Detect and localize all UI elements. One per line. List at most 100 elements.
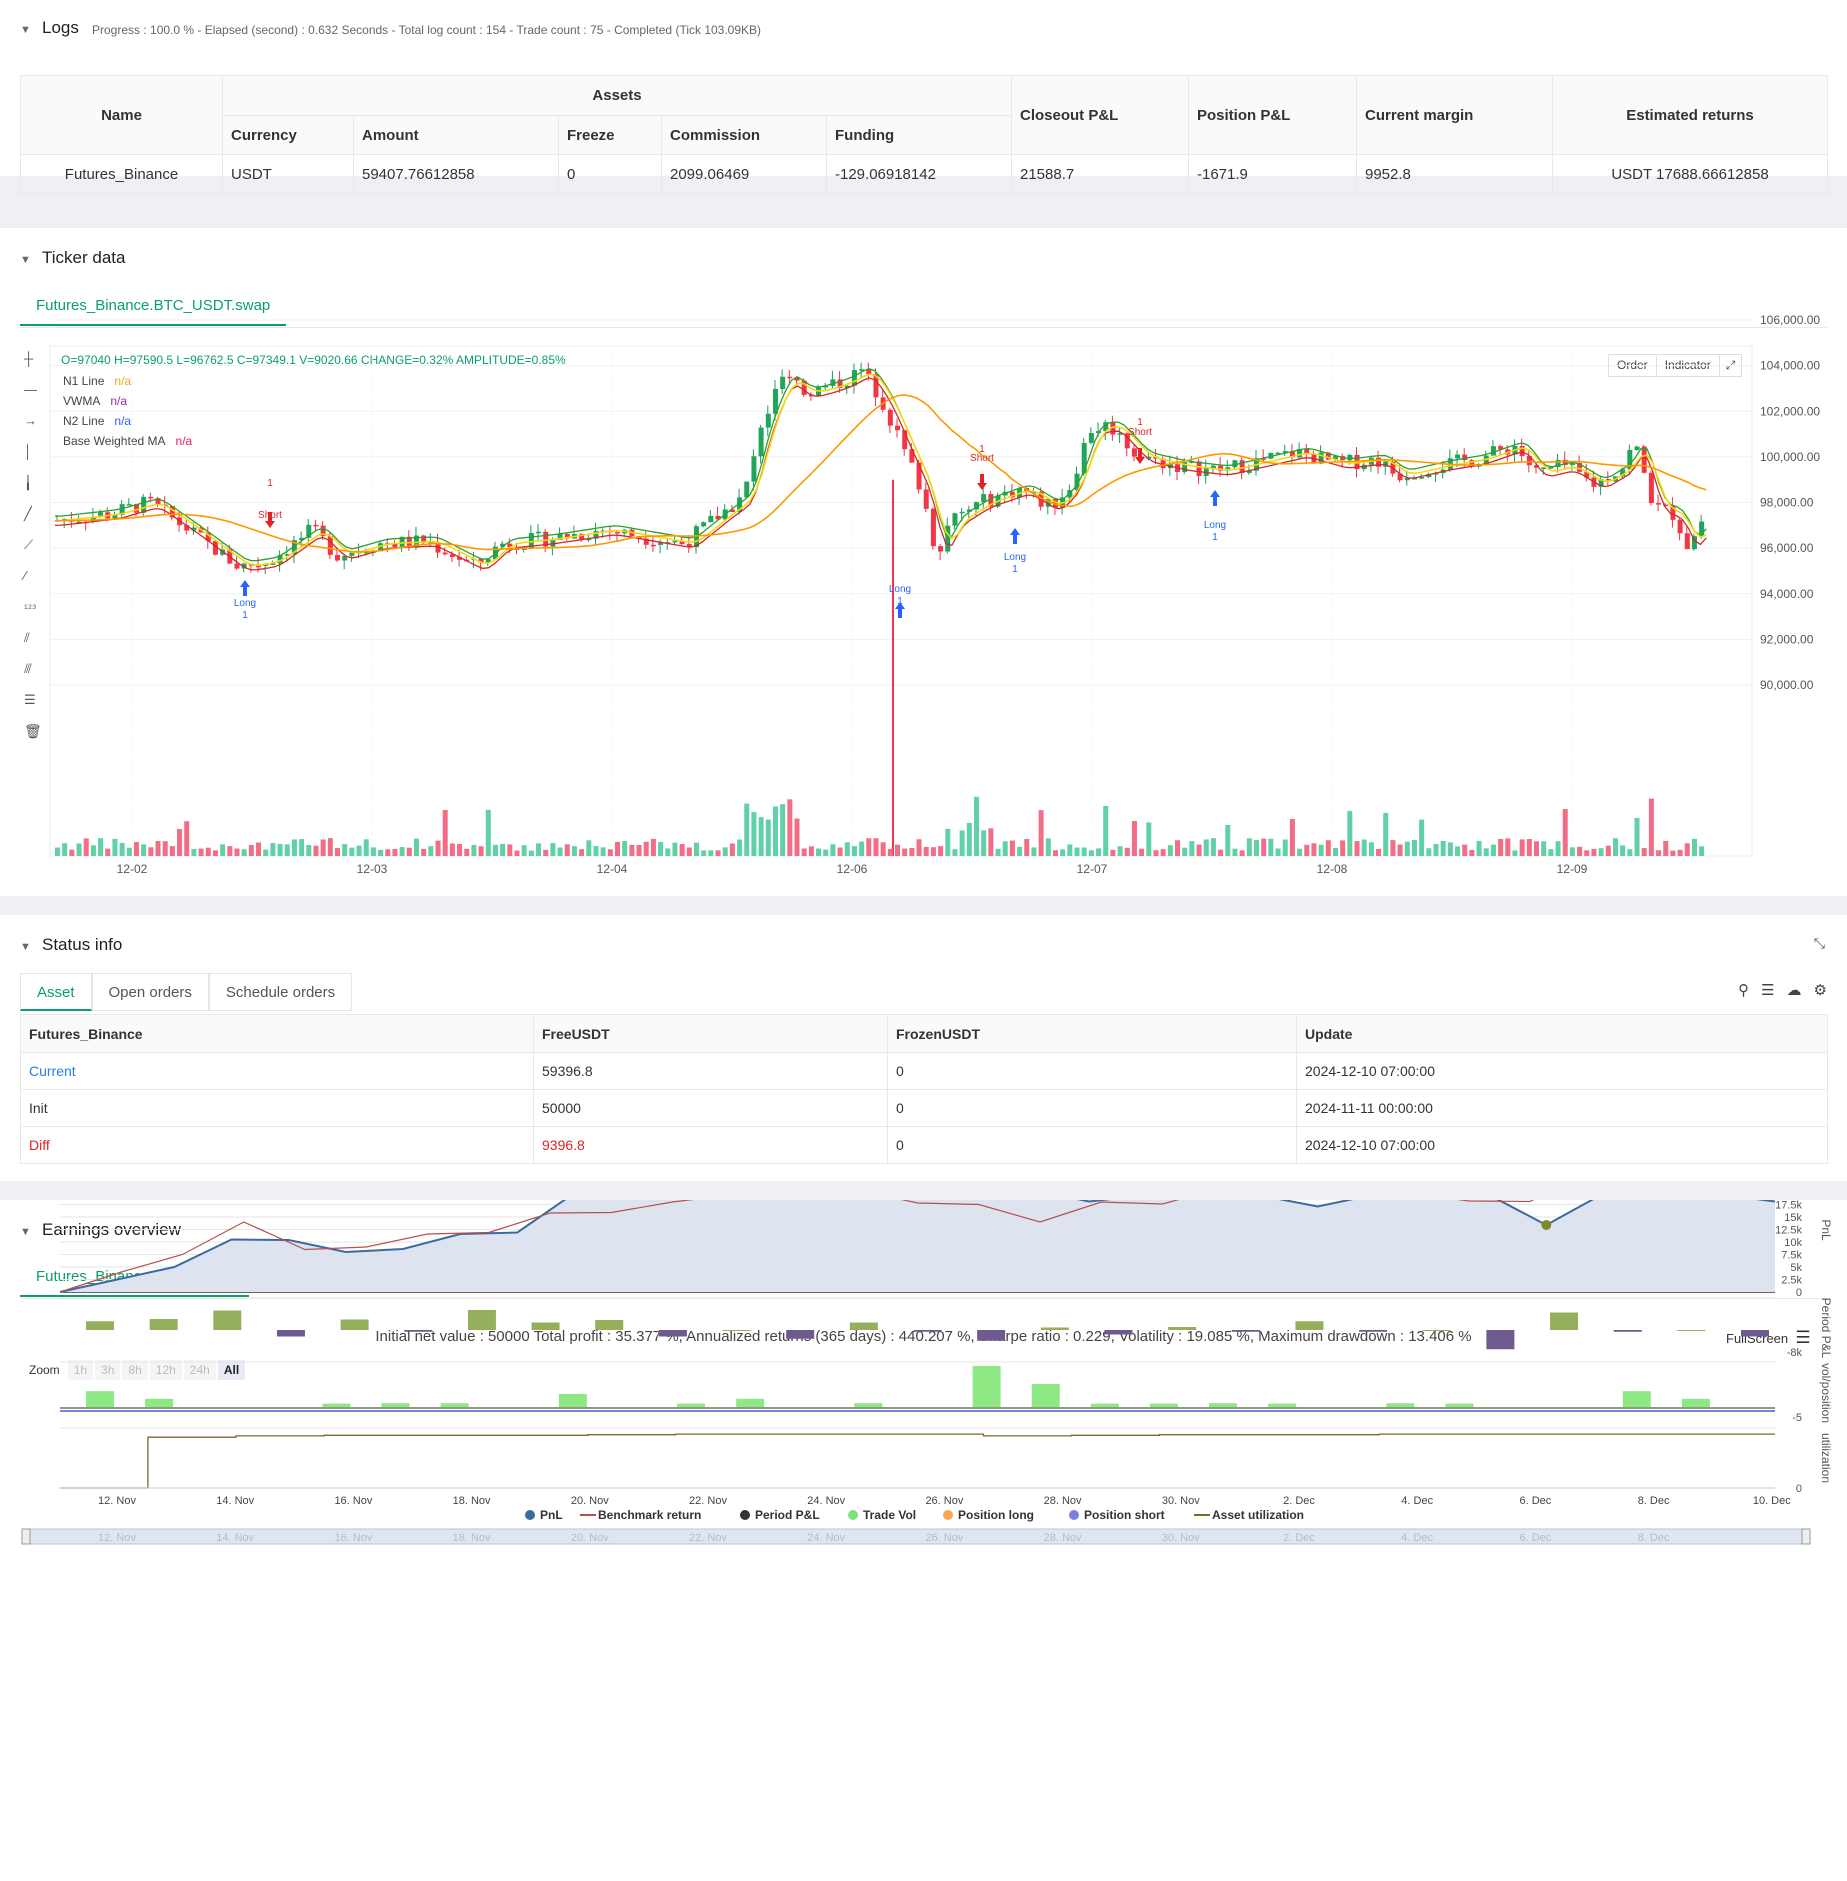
segment-icon[interactable]: ⁄ xyxy=(24,568,27,583)
earnings-date-tick: 14. Nov xyxy=(216,1495,254,1507)
row-init-update: 2024-11-11 00:00:00 xyxy=(1296,1089,1828,1127)
trash-icon[interactable]: 🗑 xyxy=(24,723,42,739)
col-currency: Currency xyxy=(222,115,354,155)
volume-bar xyxy=(536,843,542,856)
volume-bar xyxy=(586,840,592,856)
volume-bar xyxy=(1232,848,1238,856)
legend-label[interactable]: Trade Vol xyxy=(863,1508,916,1522)
expand-icon[interactable]: ⤢ xyxy=(1719,354,1743,377)
row-diff-update: 2024-12-10 07:00:00 xyxy=(1296,1126,1828,1164)
search-icon[interactable]: ⚲ xyxy=(1738,982,1750,999)
horizontal-line-icon[interactable]: — xyxy=(24,382,37,397)
ray-line-icon[interactable]: ⟋ xyxy=(24,537,34,552)
ticker-tab[interactable]: Futures_Binance.BTC_USDT.swap xyxy=(20,286,287,326)
candle-body xyxy=(693,526,699,548)
volume-bar xyxy=(1598,848,1604,856)
candle-body xyxy=(1419,477,1425,479)
vertical-line-icon[interactable]: │ xyxy=(24,444,33,459)
logs-header[interactable]: ▼ Logs xyxy=(20,18,79,38)
volume-bar xyxy=(1476,840,1482,856)
status-header[interactable]: ▼ Status info xyxy=(20,935,122,955)
volume-bar xyxy=(327,838,333,856)
tab-open-orders[interactable]: Open orders xyxy=(91,973,209,1011)
fib-lines-icon[interactable]: ⫻ xyxy=(24,661,32,676)
price-line-icon[interactable]: ₁₂₃ xyxy=(24,599,37,611)
parallel-lines-icon[interactable]: ⫽ xyxy=(24,630,30,645)
order-button[interactable]: Order xyxy=(1608,354,1657,377)
fib-retracement-icon[interactable]: ☰ xyxy=(24,692,36,707)
legend-marker xyxy=(848,1510,858,1520)
candle-body xyxy=(90,516,96,522)
ticker-header[interactable]: ▼ Ticker data xyxy=(20,248,125,268)
candle-body xyxy=(349,552,355,556)
navigator-left-handle[interactable] xyxy=(21,1528,31,1545)
candle-body xyxy=(643,538,649,545)
legend-n2[interactable]: N2 Line n/a xyxy=(63,414,132,428)
candle-body xyxy=(823,385,829,388)
navigator-date-tick: 4. Dec xyxy=(1401,1532,1433,1544)
kline-chart[interactable]: 106,000.00 104,000.00 102,000.00 100,000.00… xyxy=(0,228,1847,896)
assets-table: Name Assets Closeout P&L Position P&L Cu… xyxy=(20,75,1828,194)
legend-label[interactable]: Position long xyxy=(958,1508,1034,1522)
volume-bar xyxy=(212,850,218,856)
navigator-date-tick: 6. Dec xyxy=(1520,1532,1552,1544)
legend-label[interactable]: Asset utilization xyxy=(1212,1508,1304,1522)
volume-bar xyxy=(1045,838,1051,856)
candle-body xyxy=(708,515,714,523)
trade-vol-bar xyxy=(972,1366,1001,1408)
legend-label[interactable]: PnL xyxy=(540,1508,563,1522)
legend-n1[interactable]: N1 Line n/a xyxy=(63,374,132,388)
volume-bar xyxy=(1110,849,1116,856)
volume-bar xyxy=(650,838,656,856)
candle-body xyxy=(1612,476,1618,482)
volume-bar xyxy=(1670,850,1676,856)
candle-body xyxy=(1691,536,1697,550)
crosshair-icon[interactable]: ┼ xyxy=(24,351,34,366)
settings-icon[interactable]: ⚙ xyxy=(1813,982,1827,999)
candle-body xyxy=(1304,448,1310,455)
col-position: Position P&L xyxy=(1188,75,1357,155)
tab-asset[interactable]: Asset xyxy=(20,973,92,1011)
col-margin: Current margin xyxy=(1356,75,1553,155)
util-axis-title: utilization xyxy=(1819,1433,1833,1483)
indicator-button[interactable]: Indicator xyxy=(1656,354,1720,377)
table-row: Current 59396.8 0 2024-12-10 07:00:00 xyxy=(20,1052,1828,1090)
zoom-8h[interactable]: 8h xyxy=(122,1360,148,1380)
chart-controls: Order Indicator ⤢ xyxy=(1608,354,1743,377)
vertical-segment-icon[interactable]: ╽ xyxy=(24,475,32,490)
horizontal-ray-icon[interactable]: → xyxy=(24,413,37,428)
legend-base-wma[interactable]: Base Weighted MA n/a xyxy=(63,434,193,448)
cell-margin: 9952.8 xyxy=(1356,154,1553,194)
candle-body xyxy=(1332,456,1338,460)
candle-body xyxy=(1225,467,1231,471)
zoom-24h[interactable]: 24h xyxy=(183,1360,216,1380)
row-current-name[interactable]: Current xyxy=(20,1052,534,1090)
trend-line-icon[interactable]: ╱ xyxy=(24,506,32,521)
legend-label[interactable]: Position short xyxy=(1084,1508,1165,1522)
volume-bar xyxy=(1562,809,1568,856)
list-icon[interactable]: ☰ xyxy=(1761,982,1775,999)
volume-bar xyxy=(1139,848,1145,856)
collapse-icon[interactable]: ⤡ xyxy=(1813,935,1825,951)
cloud-download-icon[interactable]: ☁ xyxy=(1786,982,1802,999)
zoom-3h[interactable]: 3h xyxy=(95,1360,121,1380)
legend-label[interactable]: Period P&L xyxy=(755,1508,820,1522)
tab-schedule-orders[interactable]: Schedule orders xyxy=(208,973,353,1011)
zoom-12h[interactable]: 12h xyxy=(149,1360,182,1380)
legend-vwma[interactable]: VWMA n/a xyxy=(63,394,128,408)
row-diff-free: 9396.8 xyxy=(533,1126,888,1164)
volume-bar xyxy=(1426,848,1432,856)
legend-label[interactable]: Benchmark return xyxy=(598,1508,701,1522)
candle-body xyxy=(1045,498,1051,507)
earnings-chart[interactable]: 25k22.5k20k17.5k15k12.5k10k7.5k5k2.5k0Pn… xyxy=(0,1200,1847,1881)
candle-body xyxy=(478,558,484,563)
vol-tick-label: -5 xyxy=(1792,1412,1802,1424)
trade-vol-bar xyxy=(1090,1403,1119,1408)
menu-icon[interactable]: ☰ xyxy=(1795,1328,1811,1347)
zoom-1h[interactable]: 1h xyxy=(67,1360,94,1380)
navigator-right-handle[interactable] xyxy=(1801,1528,1811,1545)
zoom-all[interactable]: All xyxy=(217,1360,246,1380)
volume-bar xyxy=(737,839,743,856)
candle-body xyxy=(378,543,384,552)
volume-bar xyxy=(615,841,621,856)
